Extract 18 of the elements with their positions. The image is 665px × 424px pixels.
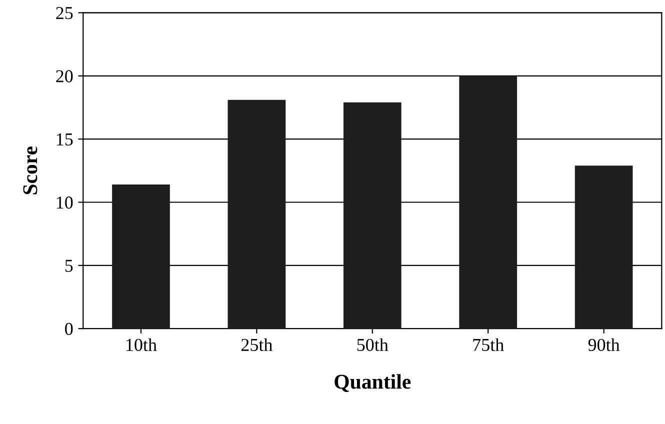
y-tick-label: 10 — [56, 196, 73, 209]
x-tick-label: 25th — [241, 338, 273, 352]
bar — [112, 184, 170, 329]
y-tick-label: 25 — [56, 7, 73, 20]
x-tick-label: 75th — [473, 338, 504, 352]
y-axis-title: Score — [23, 146, 38, 194]
bar — [228, 100, 286, 329]
y-tick-label: 5 — [65, 260, 73, 272]
y-tick-label: 15 — [56, 133, 73, 146]
bar — [459, 76, 518, 329]
x-axis-title: Quantile — [334, 374, 411, 392]
x-tick-label: 10th — [126, 338, 157, 352]
y-tick-label: 20 — [56, 70, 73, 82]
x-tick-label: 50th — [357, 338, 388, 352]
bar — [343, 102, 402, 329]
bar — [574, 166, 633, 329]
y-tick-label: 0 — [65, 322, 73, 336]
x-tick-label: 90th — [588, 338, 620, 352]
